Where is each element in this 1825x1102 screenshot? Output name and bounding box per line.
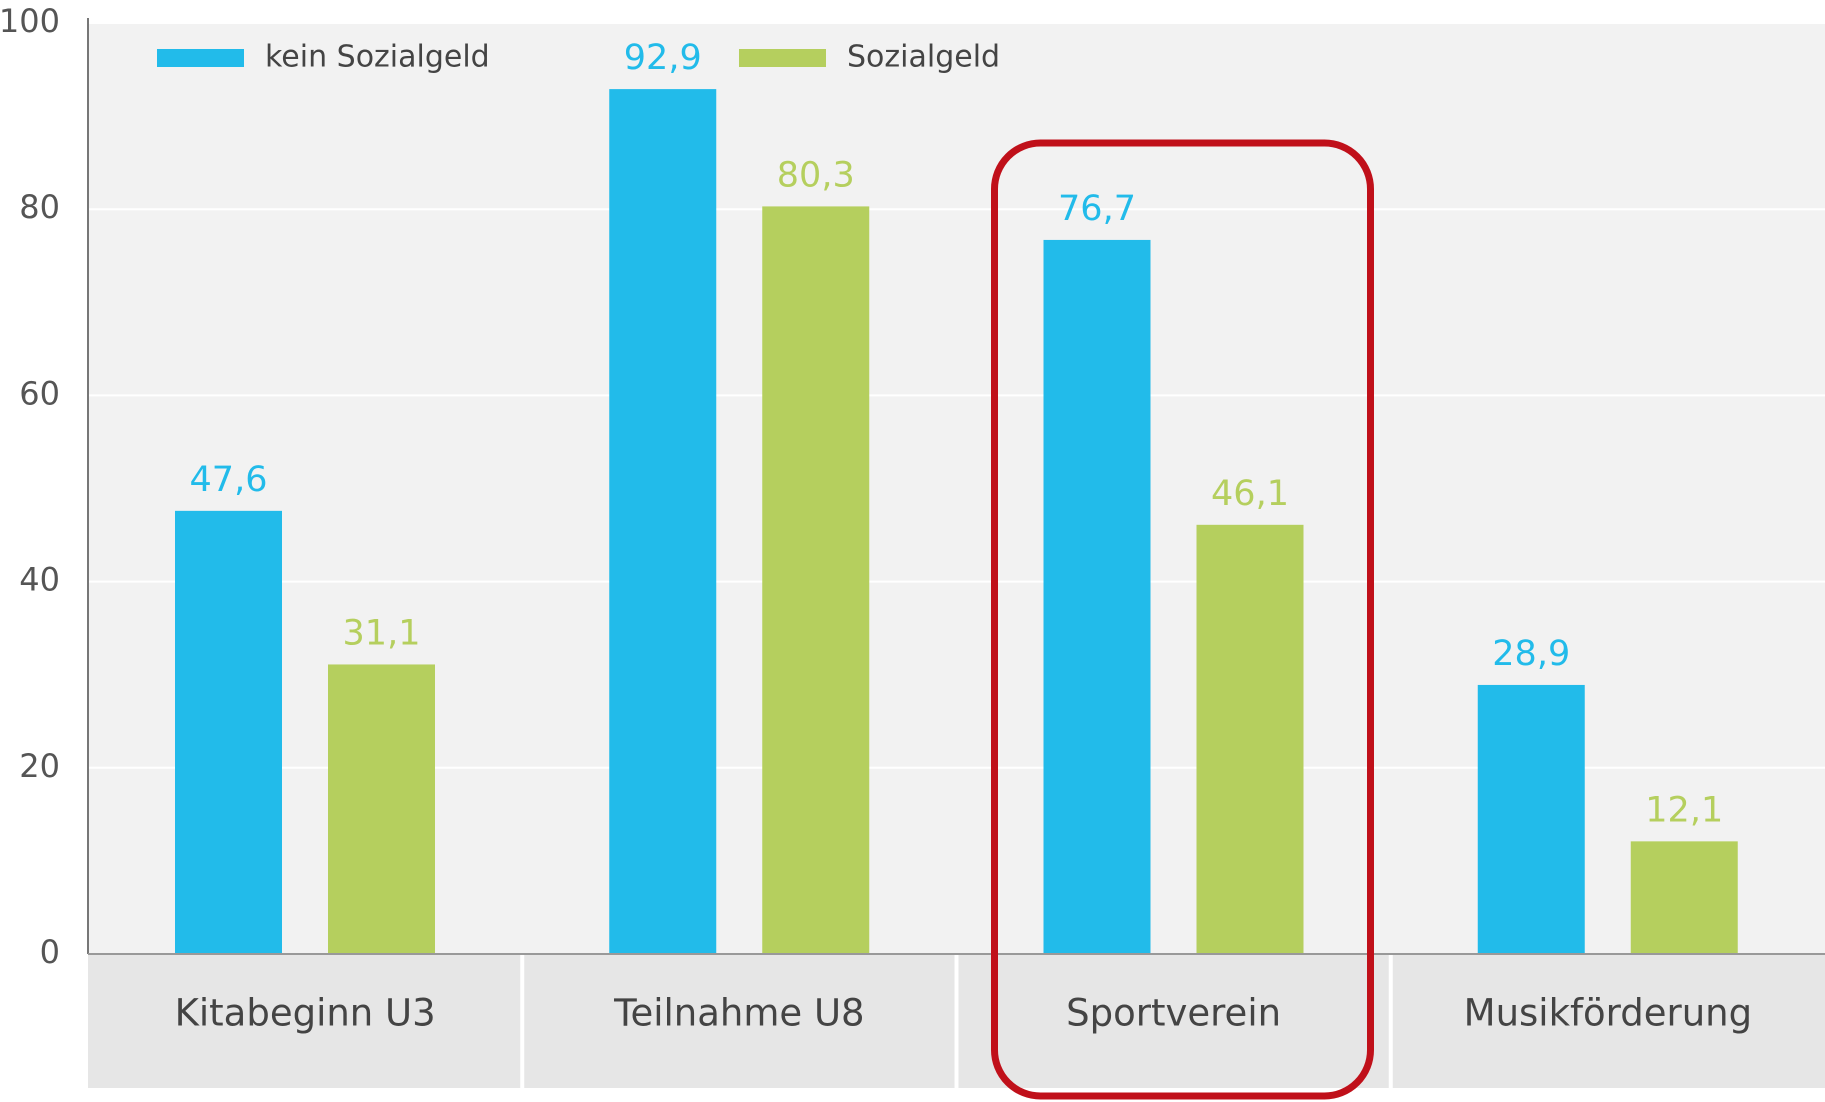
value-label: 31,1 — [343, 613, 421, 653]
y-tick-label: 80 — [19, 188, 60, 226]
value-label: 47,6 — [190, 460, 268, 500]
value-label: 92,9 — [624, 38, 702, 78]
bar — [1043, 239, 1151, 955]
value-label: 46,1 — [1211, 474, 1289, 514]
legend-swatch — [739, 49, 826, 67]
legend-swatch — [157, 49, 244, 67]
x-tick-label: Kitabeginn U3 — [175, 992, 436, 1035]
bar — [175, 510, 282, 954]
value-label: 76,7 — [1058, 189, 1136, 229]
bar — [328, 664, 435, 954]
legend-label: kein Sozialgeld — [265, 40, 490, 75]
highlight-box — [991, 139, 1374, 1100]
y-tick-label: 20 — [19, 747, 60, 785]
legend-label: Sozialgeld — [847, 40, 1000, 75]
y-tick-label: 60 — [19, 374, 60, 412]
x-tick-label: Sportverein — [1066, 992, 1281, 1035]
bar — [1477, 684, 1585, 954]
bar — [1630, 841, 1738, 954]
bar — [762, 206, 870, 955]
bar — [1196, 524, 1304, 954]
value-label: 80,3 — [777, 155, 855, 195]
bar — [609, 89, 717, 954]
value-label: 28,9 — [1492, 634, 1570, 674]
y-tick-label: 0 — [40, 933, 60, 971]
y-tick-label: 40 — [19, 561, 60, 599]
value-label: 12,1 — [1645, 790, 1723, 830]
x-tick-label: Teilnahme U8 — [613, 992, 864, 1035]
y-tick-label: 100 — [0, 2, 60, 40]
x-tick-label: Musikförderung — [1464, 992, 1752, 1035]
